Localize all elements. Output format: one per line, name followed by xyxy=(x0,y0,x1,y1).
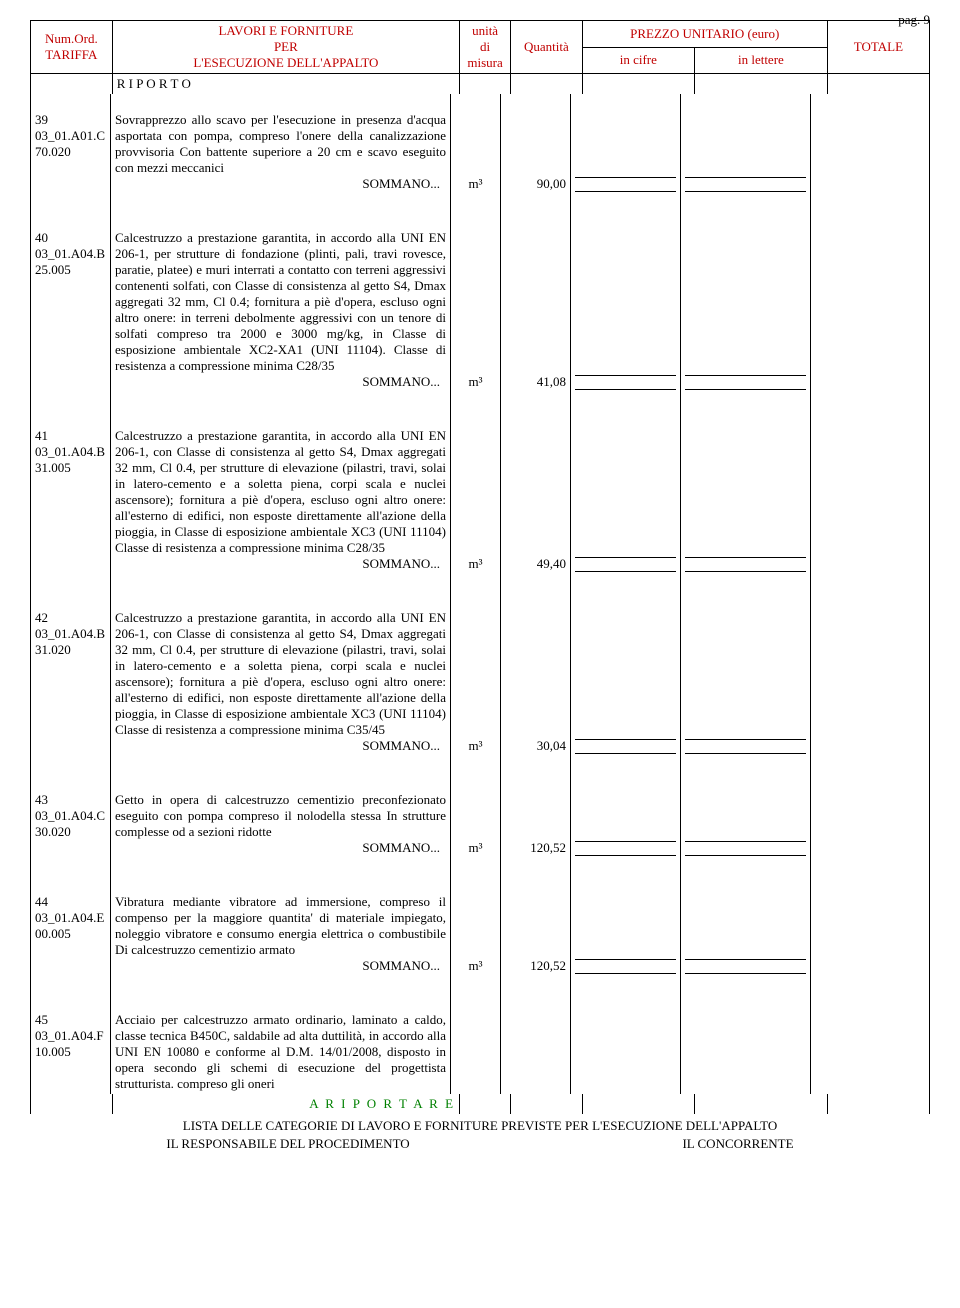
item-code1: 03_01.A04.B xyxy=(35,444,106,460)
hdr-um2: di xyxy=(464,39,506,55)
footer-line1: LISTA DELLE CATEGORIE DI LAVORO E FORNIT… xyxy=(30,1118,930,1134)
sommano-label: SOMMANO... xyxy=(115,958,446,974)
riportare-label: A R I P O R T A R E xyxy=(112,1094,459,1114)
item-total xyxy=(811,426,929,574)
hdr-lettere: in lettere xyxy=(695,47,828,74)
item-um: m³ xyxy=(451,110,501,194)
hdr-num2: TARIFFA xyxy=(35,47,108,63)
table-row: 4303_01.A04.C30.020 Getto in opera di cal… xyxy=(31,790,929,858)
item-um: m³ xyxy=(451,426,501,574)
hdr-price: PREZZO UNITARIO (euro) xyxy=(582,21,827,48)
table-row: 4503_01.A04.F10.005 Acciaio per calcestru… xyxy=(31,1010,929,1094)
item-lettere xyxy=(681,426,811,574)
table-row: 4203_01.A04.B31.020 Calcestruzzo a presta… xyxy=(31,608,929,756)
item-um xyxy=(451,1010,501,1094)
item-total xyxy=(811,110,929,194)
item-lettere xyxy=(681,790,811,858)
item-desc: Calcestruzzo a prestazione garantita, in… xyxy=(111,228,451,392)
item-code2: 25.005 xyxy=(35,262,106,278)
item-cifre xyxy=(571,1010,681,1094)
item-num: 44 xyxy=(35,894,106,910)
sommano-label: SOMMANO... xyxy=(115,176,446,192)
item-code2: 31.005 xyxy=(35,460,106,476)
item-code1: 03_01.A04.F xyxy=(35,1028,106,1044)
item-um: m³ xyxy=(451,608,501,756)
footer-roles: IL RESPONSABILE DEL PROCEDIMENTO IL CONC… xyxy=(30,1136,930,1152)
hdr-desc3: L'ESECUZIONE DELL'APPALTO xyxy=(117,55,455,71)
main-table: Num.Ord. TARIFFA LAVORI E FORNITURE PER … xyxy=(30,20,930,1114)
item-num: 41 xyxy=(35,428,106,444)
item-lettere xyxy=(681,608,811,756)
footer-role2: IL CONCORRENTE xyxy=(682,1136,793,1152)
item-lettere xyxy=(681,1010,811,1094)
item-cifre xyxy=(571,608,681,756)
item-qty: 30,04 xyxy=(501,608,571,756)
header-row: Num.Ord. TARIFFA LAVORI E FORNITURE PER … xyxy=(31,21,930,48)
sommano-label: SOMMANO... xyxy=(115,374,446,390)
item-num: 39 xyxy=(35,112,106,128)
item-total xyxy=(811,1010,929,1094)
item-code1: 03_01.A04.E xyxy=(35,910,106,926)
item-desc: Calcestruzzo a prestazione garantita, in… xyxy=(111,608,451,756)
item-code2: 10.005 xyxy=(35,1044,106,1060)
item-qty: 41,08 xyxy=(501,228,571,392)
item-qty: 90,00 xyxy=(501,110,571,194)
item-code1: 03_01.A04.B xyxy=(35,626,106,642)
item-code1: 03_01.A04.B xyxy=(35,246,106,262)
sommano-label: SOMMANO... xyxy=(115,840,446,856)
hdr-qty: Quantità xyxy=(511,21,583,74)
hdr-cifre: in cifre xyxy=(582,47,694,74)
item-desc: Sovrapprezzo allo scavo per l'esecuzione… xyxy=(111,110,451,194)
item-cifre xyxy=(571,426,681,574)
item-um: m³ xyxy=(451,790,501,858)
item-total xyxy=(811,228,929,392)
item-code2: 31.020 xyxy=(35,642,106,658)
item-desc: Vibratura mediante vibratore ad immersio… xyxy=(111,892,451,976)
item-lettere xyxy=(681,228,811,392)
item-num: 45 xyxy=(35,1012,106,1028)
hdr-um1: unità xyxy=(464,23,506,39)
item-num: 43 xyxy=(35,792,106,808)
item-cifre xyxy=(571,110,681,194)
table-row: 4003_01.A04.B25.005 Calcestruzzo a presta… xyxy=(31,228,929,392)
item-num: 40 xyxy=(35,230,106,246)
hdr-desc2: PER xyxy=(117,39,455,55)
item-desc: Getto in opera di calcestruzzo cementizi… xyxy=(111,790,451,858)
item-qty: 120,52 xyxy=(501,790,571,858)
item-code1: 03_01.A01.C xyxy=(35,128,106,144)
item-qty: 49,40 xyxy=(501,426,571,574)
item-total xyxy=(811,608,929,756)
hdr-total: TOTALE xyxy=(827,21,929,74)
hdr-um3: misura xyxy=(464,55,506,71)
hdr-desc1: LAVORI E FORNITURE xyxy=(117,23,455,39)
item-lettere xyxy=(681,892,811,976)
footer-role1: IL RESPONSABILE DEL PROCEDIMENTO xyxy=(166,1136,409,1152)
item-cifre xyxy=(571,892,681,976)
item-code2: 00.005 xyxy=(35,926,106,942)
item-cifre xyxy=(571,228,681,392)
item-qty: 120,52 xyxy=(501,892,571,976)
item-cifre xyxy=(571,790,681,858)
riporto-label: R I P O R T O xyxy=(112,74,459,95)
sommano-label: SOMMANO... xyxy=(115,556,446,572)
item-num: 42 xyxy=(35,610,106,626)
item-um: m³ xyxy=(451,228,501,392)
item-total xyxy=(811,790,929,858)
item-qty xyxy=(501,1010,571,1094)
table-row: 4103_01.A04.B31.005 Calcestruzzo a presta… xyxy=(31,426,929,574)
item-um: m³ xyxy=(451,892,501,976)
item-code1: 03_01.A04.C xyxy=(35,808,106,824)
item-code2: 70.020 xyxy=(35,144,106,160)
sommano-label: SOMMANO... xyxy=(115,738,446,754)
item-code2: 30.020 xyxy=(35,824,106,840)
table-row: 3903_01.A01.C70.020 Sovrapprezzo allo sca… xyxy=(31,110,929,194)
items-container: 3903_01.A01.C70.020 Sovrapprezzo allo sca… xyxy=(31,94,929,1094)
table-row: 4403_01.A04.E00.005 Vibratura mediante vi… xyxy=(31,892,929,976)
item-lettere xyxy=(681,110,811,194)
page-number: pag. 9 xyxy=(898,12,930,28)
item-desc: Acciaio per calcestruzzo armato ordinari… xyxy=(111,1010,451,1094)
hdr-num1: Num.Ord. xyxy=(35,31,108,47)
item-desc: Calcestruzzo a prestazione garantita, in… xyxy=(111,426,451,574)
item-total xyxy=(811,892,929,976)
